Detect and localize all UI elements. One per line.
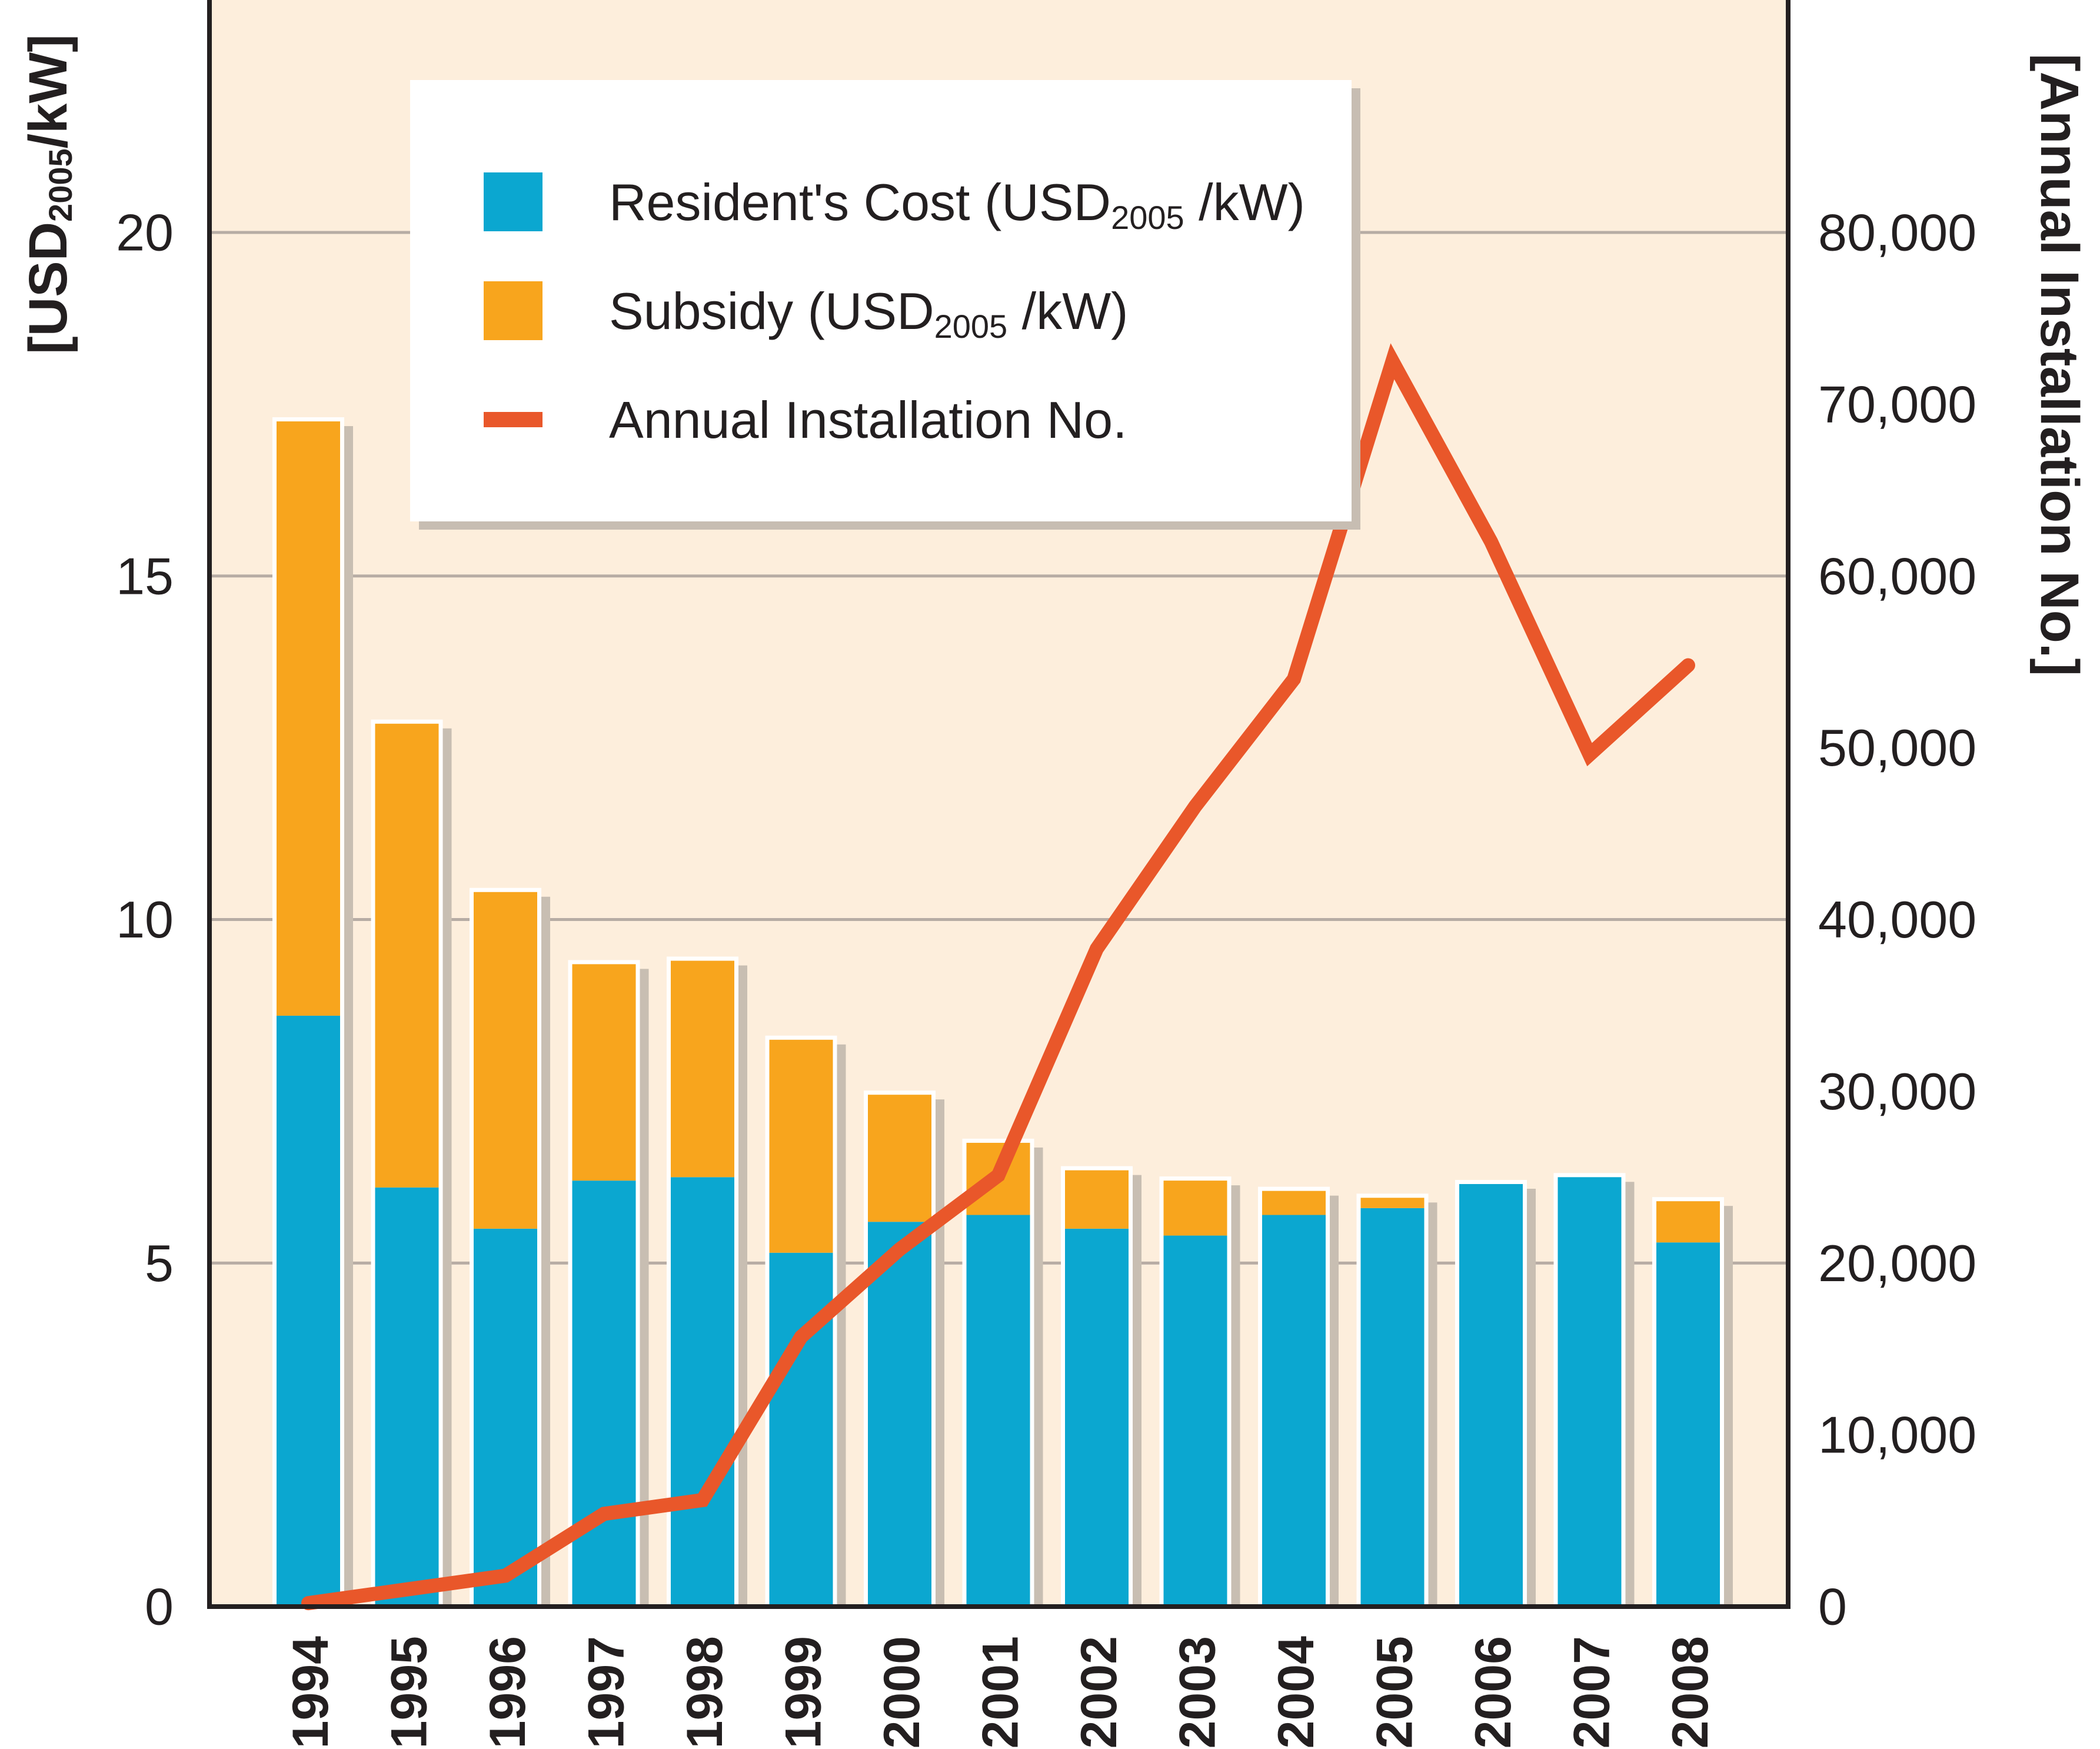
bar-subsidy (769, 1039, 833, 1253)
bar-resident-cost (1065, 1228, 1129, 1607)
bar-subsidy (277, 421, 340, 1016)
x-tick-label: 1995 (381, 1636, 438, 1748)
x-tick-label: 1998 (677, 1636, 733, 1748)
legend-label: Subsidy (USD2005 /kW) (609, 282, 1128, 345)
x-tick-label: 2007 (1564, 1636, 1620, 1748)
left-tick-label: 10 (116, 890, 174, 949)
right-tick-label: 20,000 (1818, 1234, 1976, 1292)
bar-resident-cost (277, 1015, 340, 1607)
bars (272, 417, 1724, 1607)
x-tick-label: 1996 (480, 1636, 536, 1748)
bar-subsidy (1360, 1198, 1425, 1208)
left-tick-labels: 0 5 10 15 20 (116, 204, 174, 1636)
x-tick-label: 2005 (1367, 1636, 1423, 1748)
left-axis-title-pre: [USD (18, 222, 78, 354)
x-tick-labels: 1994 1995 1996 1997 1998 1999 2000 2001 2002 2003… (282, 1636, 1719, 1748)
bar-subsidy (375, 723, 439, 1188)
bar-resident-cost (1557, 1177, 1622, 1607)
bar-subsidy (1065, 1170, 1129, 1229)
bar-resident-cost (769, 1252, 833, 1607)
right-tick-label: 80,000 (1818, 204, 1976, 262)
right-tick-label: 40,000 (1818, 890, 1976, 949)
bar-subsidy (1262, 1191, 1326, 1215)
legend-box (410, 80, 1352, 521)
right-tick-labels: 0 10,000 20,000 30,000 40,000 50,000 60,000 70,… (1818, 204, 1976, 1636)
left-axis-title-post: /kW] (18, 34, 78, 148)
legend-label: Annual Installation No. (609, 391, 1127, 449)
axes (207, 0, 1791, 1609)
legend-items: Resident's Cost (USD2005 /kW) Subsidy (US… (484, 172, 1305, 449)
bar-resident-cost (1656, 1242, 1720, 1607)
x-tick-label: 2006 (1465, 1636, 1522, 1748)
bar-subsidy (1163, 1181, 1227, 1236)
x-tick-label: 2001 (973, 1636, 1029, 1748)
bar-subsidy (572, 964, 636, 1181)
right-tick-label: 60,000 (1818, 547, 1976, 605)
left-tick-label: 0 (145, 1578, 174, 1636)
right-tick-label: 50,000 (1818, 719, 1976, 777)
bar-resident-cost (1459, 1183, 1523, 1607)
legend: Resident's Cost (USD2005 /kW) Subsidy (US… (410, 80, 1360, 530)
bar-subsidy (1656, 1201, 1720, 1243)
bar-subsidy (671, 960, 734, 1178)
x-tick-label: 2000 (874, 1636, 930, 1748)
bar-resident-cost (1163, 1235, 1227, 1607)
bar-subsidy (474, 892, 537, 1229)
bar-resident-cost (1360, 1208, 1425, 1607)
x-tick-label: 2002 (1071, 1636, 1127, 1748)
bar-resident-cost (375, 1187, 439, 1607)
bar-resident-cost (1262, 1215, 1326, 1607)
left-axis-title-sub: 2005 (42, 148, 79, 222)
right-tick-label: 70,000 (1818, 375, 1976, 433)
bar-resident-cost (572, 1181, 636, 1607)
right-axis-title: [Annual Installation No.] (2029, 54, 2089, 676)
bar-resident-cost (868, 1222, 931, 1607)
left-tick-label: 5 (145, 1234, 174, 1292)
x-tick-label: 1994 (282, 1636, 339, 1748)
x-tick-label: 1997 (578, 1636, 635, 1748)
right-tick-label: 30,000 (1818, 1062, 1976, 1120)
right-tick-label: 0 (1818, 1578, 1847, 1636)
bar-subsidy (868, 1095, 931, 1222)
legend-label: Resident's Cost (USD2005 /kW) (609, 173, 1305, 236)
x-tick-label: 2004 (1268, 1636, 1324, 1748)
installation-line-layer (301, 343, 1695, 1611)
left-tick-label: 15 (116, 547, 174, 605)
legend-swatch (484, 172, 543, 231)
x-tick-label: 2008 (1662, 1636, 1719, 1748)
right-tick-label: 10,000 (1818, 1406, 1976, 1464)
left-axis-title: [USD2005/kW] (18, 34, 79, 354)
x-tick-label: 2003 (1170, 1636, 1226, 1748)
bar-resident-cost (966, 1215, 1030, 1607)
legend-swatch (484, 281, 543, 340)
left-tick-label: 20 (116, 204, 174, 262)
bar-resident-cost (474, 1228, 537, 1607)
bar-resident-cost (671, 1177, 734, 1607)
legend-line-swatch (484, 412, 543, 427)
x-tick-label: 1999 (776, 1636, 832, 1748)
